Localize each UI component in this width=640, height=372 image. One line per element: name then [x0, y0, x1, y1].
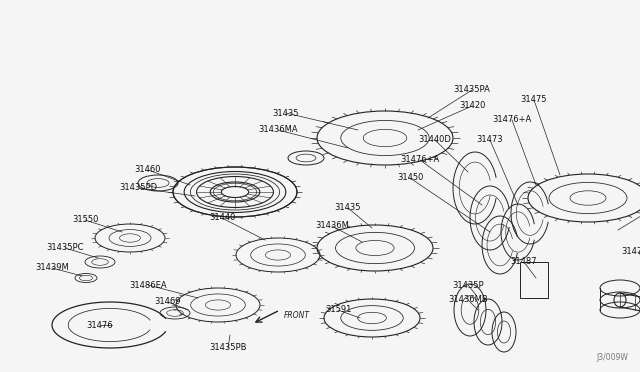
Text: 31472M: 31472M: [621, 247, 640, 257]
Text: 31436MA: 31436MA: [258, 125, 298, 135]
Text: 31476+A: 31476+A: [401, 155, 440, 164]
Text: 31440D: 31440D: [419, 135, 451, 144]
Text: 31435PB: 31435PB: [209, 343, 247, 353]
Text: 31440: 31440: [209, 214, 235, 222]
Text: 31435: 31435: [273, 109, 300, 118]
Text: 31436M: 31436M: [315, 221, 349, 231]
Text: 31473: 31473: [477, 135, 503, 144]
Text: 31435PD: 31435PD: [119, 183, 157, 192]
Text: J3/009W: J3/009W: [596, 353, 628, 362]
Text: 31469: 31469: [155, 298, 181, 307]
Text: 31550: 31550: [72, 215, 98, 224]
Text: 31450: 31450: [397, 173, 423, 183]
Text: 31420: 31420: [459, 102, 485, 110]
Text: 31435P: 31435P: [452, 280, 484, 289]
Text: 31475: 31475: [521, 96, 547, 105]
Text: 31439M: 31439M: [35, 263, 69, 273]
Text: 31435PC: 31435PC: [46, 244, 84, 253]
Text: 31476: 31476: [86, 321, 113, 330]
Text: 31591: 31591: [325, 305, 351, 314]
Text: 31472A: 31472A: [638, 203, 640, 212]
Text: FRONT: FRONT: [284, 311, 310, 320]
Text: 31487: 31487: [511, 257, 538, 266]
Text: 31436MB: 31436MB: [448, 295, 488, 305]
Text: 31476+A: 31476+A: [492, 115, 532, 125]
Text: 31460: 31460: [135, 166, 161, 174]
Text: 31486EA: 31486EA: [129, 280, 167, 289]
Text: 31435PA: 31435PA: [454, 86, 490, 94]
Text: 31435: 31435: [335, 203, 361, 212]
